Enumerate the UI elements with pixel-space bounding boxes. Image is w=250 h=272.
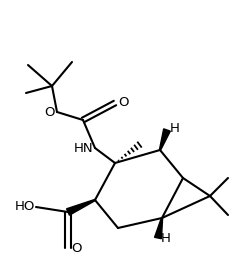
Text: H: H bbox=[161, 233, 171, 246]
Polygon shape bbox=[66, 199, 95, 215]
Polygon shape bbox=[160, 129, 170, 150]
Text: O: O bbox=[118, 97, 128, 110]
Polygon shape bbox=[154, 218, 162, 239]
Text: O: O bbox=[44, 106, 55, 119]
Text: HN: HN bbox=[74, 141, 93, 154]
Text: O: O bbox=[71, 242, 82, 255]
Text: HO: HO bbox=[14, 200, 35, 214]
Text: H: H bbox=[170, 122, 180, 135]
